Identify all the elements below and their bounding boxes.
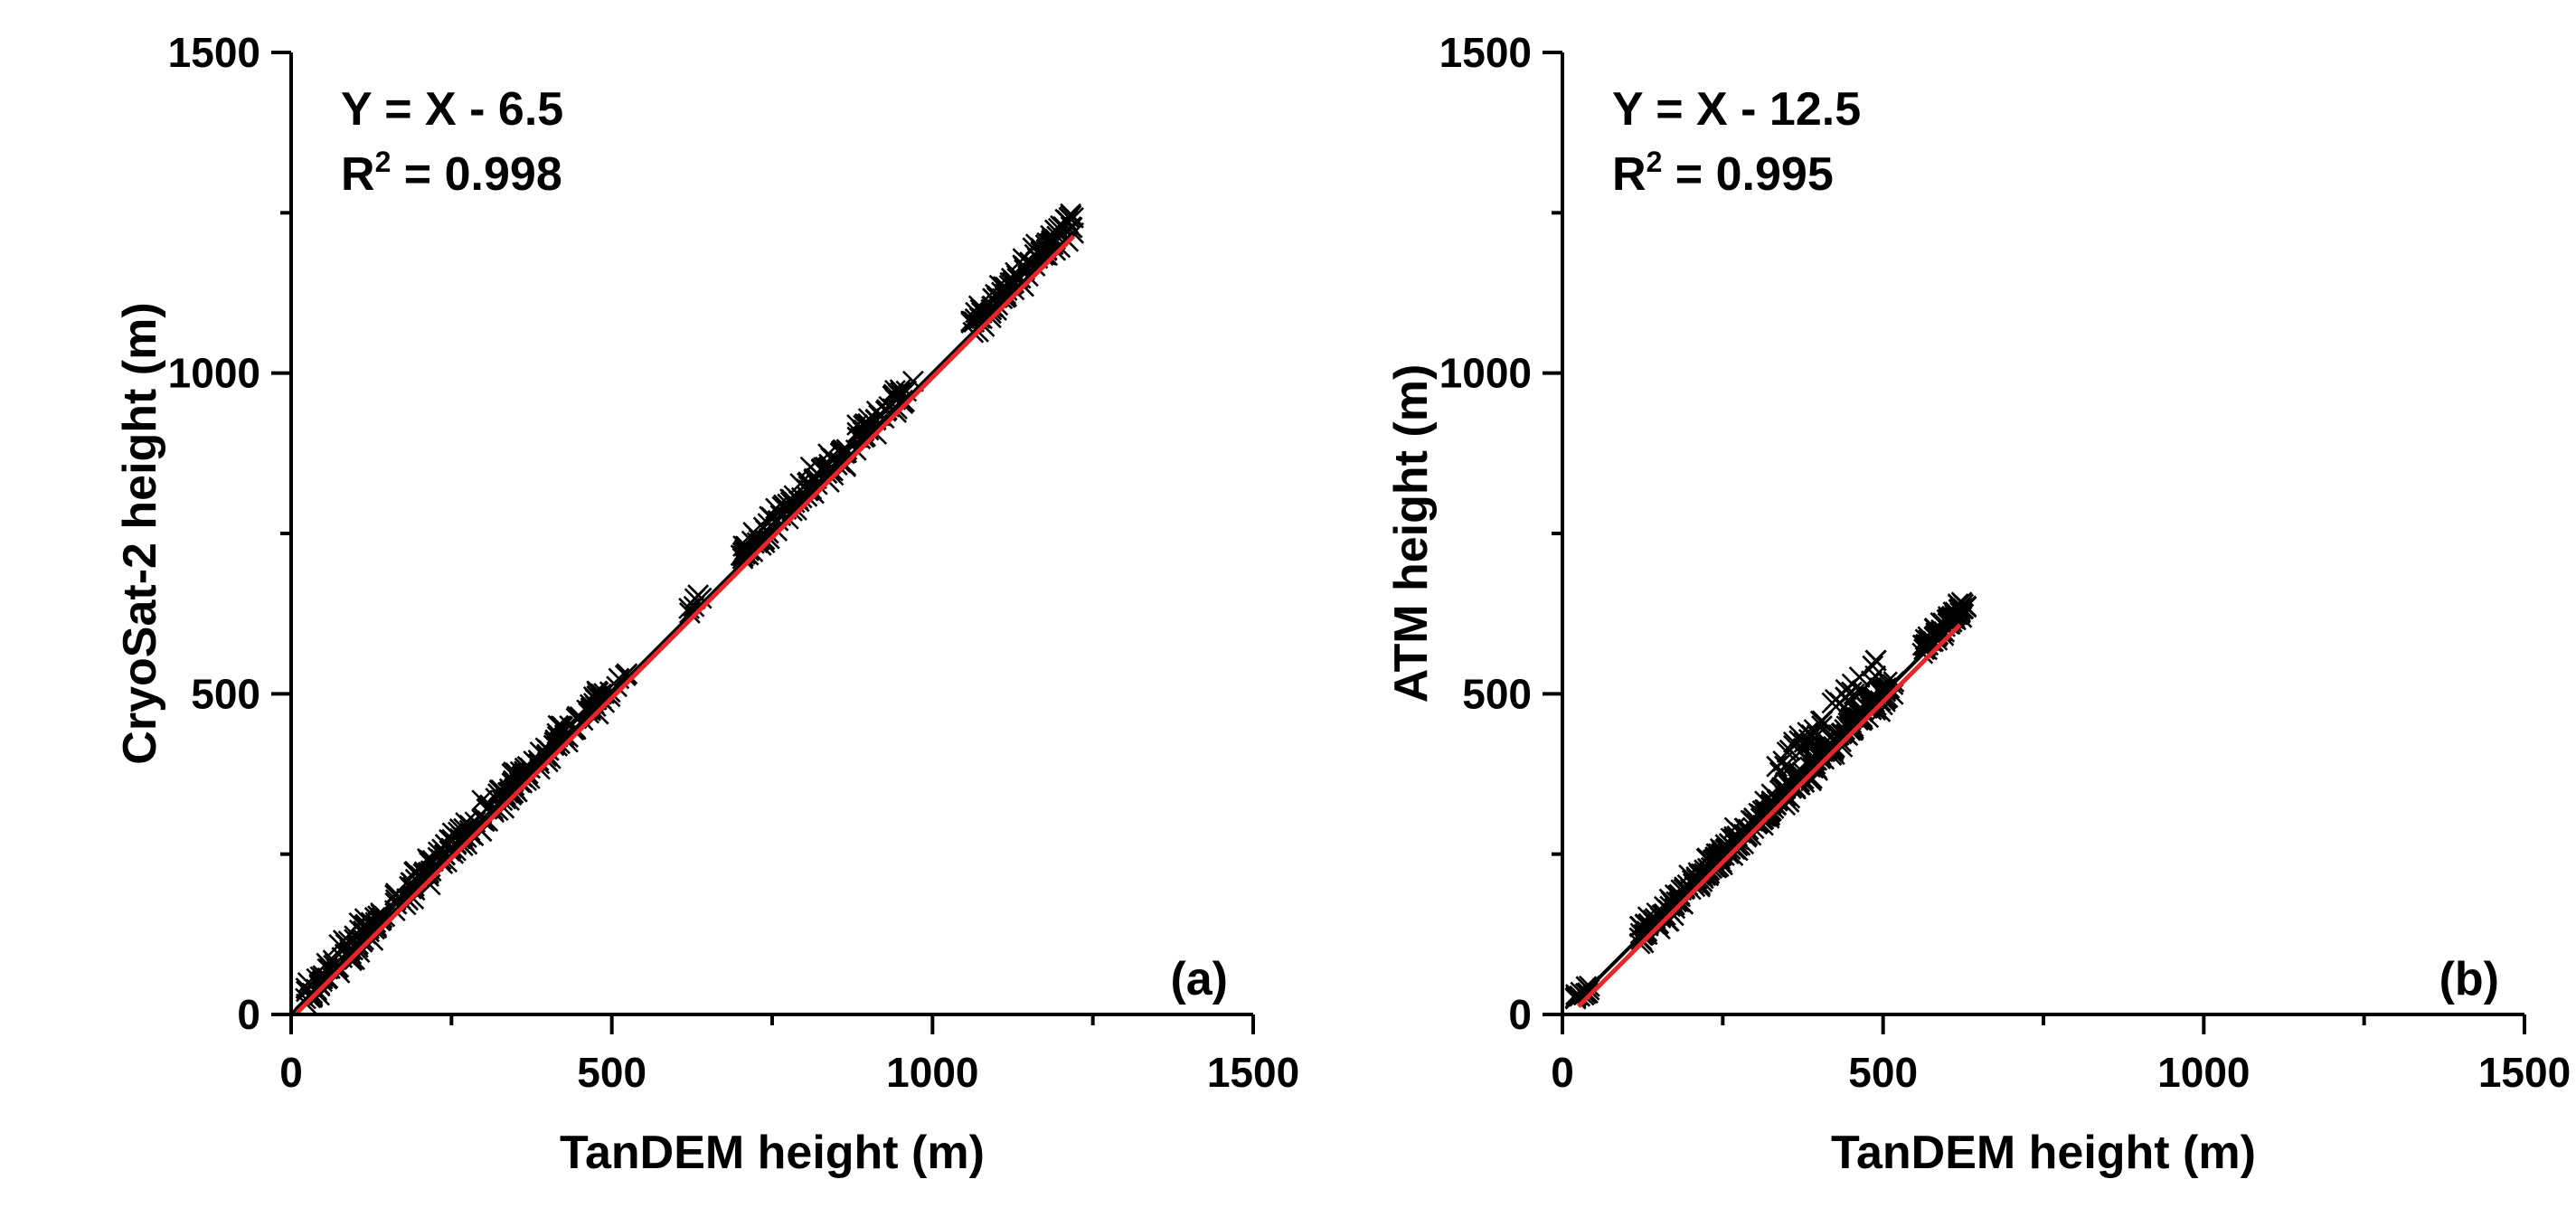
panel-b-point-365 [1811, 710, 1834, 732]
panel-a-point-349 [757, 522, 779, 544]
panel-a-point-268 [614, 665, 637, 686]
panel-a-point-239 [417, 847, 439, 870]
panel-a-point-270 [678, 601, 701, 624]
panel-b-y-tick-label: 0 [1508, 991, 1532, 1038]
panel-a-y-tick-label: 500 [191, 670, 260, 717]
panel-a-point-245 [553, 724, 576, 746]
panel-b-equation: Y = X - 12.5 [1612, 83, 1861, 136]
panel-b-point-370 [1800, 723, 1823, 746]
panel-b-point-364 [1766, 755, 1788, 778]
panel-a-point-505 [1047, 217, 1070, 240]
panel-a-y-tick-label: 0 [237, 991, 260, 1038]
panel-b-point-359 [1806, 724, 1828, 747]
panel-b-point-438 [1943, 607, 1966, 629]
panel-a-x-tick-label: 0 [279, 1049, 303, 1096]
panel-b-x-tick-label: 500 [1848, 1049, 1918, 1096]
panel-b-y-tick-label: 1000 [1439, 350, 1532, 397]
panel-a-point-221 [385, 882, 407, 905]
panel-a-fit-line [296, 234, 1076, 1014]
panel-a-x-tick-label: 1500 [1207, 1049, 1299, 1096]
panel-b-x-tick-label: 1500 [2478, 1049, 2571, 1096]
panel-a-xlabel: TanDEM height (m) [560, 1127, 985, 1179]
panel-b: 0 500 1000 1500 0 500 1000 1500 Y = X - 12.5 R2… [1385, 29, 2571, 1179]
panel-a-point-251 [433, 844, 456, 866]
panel-b-point-366 [1860, 670, 1882, 693]
panel-b-fit-line [1576, 623, 1962, 1008]
panel-a-label: (a) [1170, 953, 1228, 1005]
panel-a-equation: Y = X - 6.5 [341, 83, 563, 136]
panel-a-point-259 [448, 818, 471, 840]
panel-a-r-squared: R2 = 0.998 [341, 146, 562, 201]
panel-a-x-tick-label: 500 [577, 1049, 646, 1096]
panel-a-x-tick-label: 1000 [886, 1049, 978, 1096]
panel-a-axes: 0 500 1000 1500 0 500 1000 1500 [168, 29, 1300, 1096]
panel-a-point-208 [311, 967, 334, 990]
panel-a-point-218 [354, 908, 376, 930]
panel-a-point-180 [496, 781, 519, 804]
panel-b-point-368 [1774, 755, 1796, 778]
panel-a-y-tick-label: 1000 [168, 350, 260, 397]
panel-a-point-495 [980, 298, 1003, 321]
panel-b-reference-line [1573, 602, 1975, 1004]
panel-a-point-225 [402, 877, 425, 900]
panel-b-marks [1564, 591, 1977, 1010]
panel-b-y-tick-label: 500 [1462, 670, 1532, 717]
panel-b-label: (b) [2439, 953, 2499, 1005]
panel-a: 0 500 1000 1500 0 500 1000 1500 Y = X - 6.5 R2 … [114, 29, 1299, 1179]
panel-b-point-367 [1864, 649, 1887, 672]
panel-a-point-240 [552, 715, 573, 738]
panel-b-r-squared: R2 = 0.995 [1612, 146, 1834, 201]
panel-a-ylabel: CryoSat-2 height (m) [114, 302, 166, 764]
panel-b-point-371 [1848, 666, 1871, 688]
panel-b-point-356 [1835, 686, 1857, 708]
panel-b-point-357 [1821, 692, 1844, 714]
panel-a-point-351 [732, 535, 754, 557]
panel-b-point-317 [1775, 771, 1797, 794]
panel-a-point-358 [773, 494, 795, 516]
panel-a-reference-line [289, 231, 1075, 1016]
panel-b-ylabel: ATM height (m) [1385, 364, 1438, 703]
panel-b-point-323 [1655, 904, 1676, 926]
panel-b-point-369 [1782, 731, 1805, 753]
panel-b-point-360 [1788, 730, 1811, 752]
panel-a-point-487 [995, 285, 1018, 307]
panel-b-xlabel: TanDEM height (m) [1831, 1127, 2256, 1179]
panel-b-x-tick-label: 0 [1551, 1049, 1574, 1096]
panel-b-x-tick-label: 1000 [2157, 1049, 2250, 1096]
panel-b-point-327 [1860, 698, 1882, 721]
panel-b-point-300 [1754, 790, 1776, 813]
panel-b-axes: 0 500 1000 1500 0 500 1000 1500 [1439, 29, 2571, 1096]
panel-b-y-tick-label: 1500 [1439, 29, 1532, 76]
panel-a-y-tick-label: 1500 [168, 29, 260, 76]
